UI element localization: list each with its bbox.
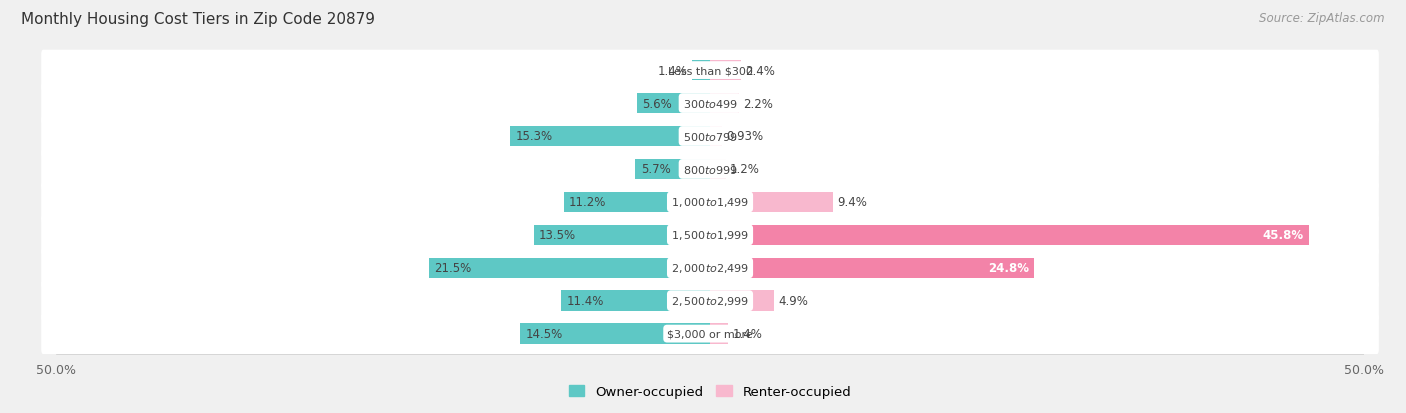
Text: $500 to $799: $500 to $799 <box>682 131 738 142</box>
Bar <box>429 258 710 278</box>
Text: $2,000 to $2,499: $2,000 to $2,499 <box>671 261 749 275</box>
Bar <box>710 159 725 180</box>
Bar <box>710 94 738 114</box>
Text: 1.2%: 1.2% <box>730 163 759 176</box>
Text: $3,000 or more: $3,000 or more <box>668 329 752 339</box>
FancyBboxPatch shape <box>41 280 1379 321</box>
Text: $300 to $499: $300 to $499 <box>682 98 738 110</box>
Text: 11.4%: 11.4% <box>567 294 603 307</box>
Text: 5.7%: 5.7% <box>641 163 671 176</box>
FancyBboxPatch shape <box>41 116 1379 157</box>
Bar <box>564 192 710 213</box>
Bar <box>710 291 775 311</box>
Text: 2.2%: 2.2% <box>742 97 772 110</box>
Text: 13.5%: 13.5% <box>538 229 576 242</box>
Text: 45.8%: 45.8% <box>1263 229 1303 242</box>
Bar <box>637 94 710 114</box>
Bar <box>710 192 832 213</box>
Bar <box>692 61 710 81</box>
FancyBboxPatch shape <box>41 182 1379 223</box>
Text: 24.8%: 24.8% <box>988 261 1029 275</box>
FancyBboxPatch shape <box>41 313 1379 354</box>
Bar <box>710 324 728 344</box>
Bar <box>533 225 710 245</box>
Text: Less than $300: Less than $300 <box>668 66 752 76</box>
Text: 21.5%: 21.5% <box>434 261 471 275</box>
Text: 2.4%: 2.4% <box>745 64 775 77</box>
Text: 11.2%: 11.2% <box>569 196 606 209</box>
FancyBboxPatch shape <box>41 248 1379 288</box>
Text: 1.4%: 1.4% <box>733 328 762 340</box>
Bar <box>510 126 710 147</box>
Bar <box>710 126 723 147</box>
FancyBboxPatch shape <box>41 215 1379 256</box>
Text: $800 to $999: $800 to $999 <box>682 164 738 176</box>
Text: Monthly Housing Cost Tiers in Zip Code 20879: Monthly Housing Cost Tiers in Zip Code 2… <box>21 12 375 27</box>
Bar <box>561 291 710 311</box>
Bar <box>636 159 710 180</box>
Text: $1,000 to $1,499: $1,000 to $1,499 <box>671 196 749 209</box>
Text: 0.93%: 0.93% <box>725 130 763 143</box>
Text: 9.4%: 9.4% <box>837 196 866 209</box>
Text: 4.9%: 4.9% <box>778 294 808 307</box>
FancyBboxPatch shape <box>41 50 1379 91</box>
Bar <box>710 61 741 81</box>
FancyBboxPatch shape <box>41 83 1379 124</box>
Text: 14.5%: 14.5% <box>526 328 562 340</box>
Bar <box>520 324 710 344</box>
Legend: Owner-occupied, Renter-occupied: Owner-occupied, Renter-occupied <box>564 380 856 404</box>
Bar <box>710 225 1309 245</box>
FancyBboxPatch shape <box>41 149 1379 190</box>
Text: 1.4%: 1.4% <box>658 64 688 77</box>
Text: 15.3%: 15.3% <box>515 130 553 143</box>
Text: $2,500 to $2,999: $2,500 to $2,999 <box>671 294 749 307</box>
Text: $1,500 to $1,999: $1,500 to $1,999 <box>671 229 749 242</box>
Bar <box>710 258 1035 278</box>
Text: 5.6%: 5.6% <box>643 97 672 110</box>
Text: Source: ZipAtlas.com: Source: ZipAtlas.com <box>1260 12 1385 25</box>
